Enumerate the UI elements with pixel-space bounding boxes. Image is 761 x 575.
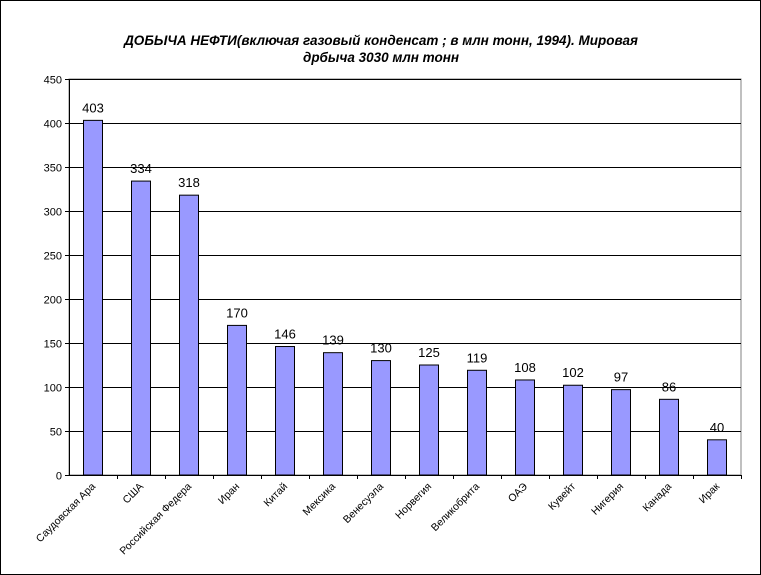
bar [611,389,631,476]
y-tick-label: 150 [44,339,62,351]
data-label: 119 [467,350,488,365]
bar [323,352,343,476]
data-label: 318 [178,175,200,190]
y-tick-label: 50 [50,427,62,439]
data-label: 40 [710,420,724,435]
bar [563,384,583,476]
bar [707,439,727,476]
data-label: 139 [322,333,344,348]
category-label: Канада [640,481,674,515]
bar [419,364,439,476]
y-tick-label: 200 [44,295,62,307]
y-tick-label: 300 [44,207,62,219]
bar [371,360,391,476]
chart-title: ДОБЫЧА НЕФТИ(включая газовый конденсат ;… [61,32,701,66]
bar [659,398,679,476]
category-label: США [121,481,147,507]
bar [515,379,535,476]
data-label: 97 [614,370,628,385]
category-label: Иран [216,480,242,506]
bar [131,180,151,476]
y-tick-label: 350 [44,163,62,175]
y-tick-label: 0 [56,471,62,483]
data-label: 146 [274,327,296,342]
data-label: 108 [514,360,536,375]
y-tick-label: 400 [44,119,62,131]
bar [227,324,247,476]
category-label: ОАЭ [506,480,531,505]
category-label: Китай [262,481,291,510]
bar [275,346,295,476]
data-label: 102 [562,365,584,380]
category-label: Ирак [697,480,723,506]
bar [83,119,103,476]
category-label: Саудовская Ара [34,481,98,545]
category-label: Кувейт [546,481,578,513]
category-label: Мексика [301,481,339,519]
y-tick-label: 450 [44,75,62,87]
data-label: 86 [662,379,676,394]
category-label: Нигерия [589,481,626,518]
category-label: Норвегия [393,481,434,522]
chart-title-line-1: ДОБЫЧА НЕФТИ(включая газовый конденсат ;… [124,33,638,48]
bar [467,369,487,476]
data-label: 125 [418,345,440,360]
category-label: Великобрита [429,481,482,534]
y-tick-label: 100 [44,383,62,395]
data-label: 403 [82,100,104,115]
y-tick-label: 250 [44,251,62,263]
data-label: 130 [370,341,392,356]
data-label: 334 [130,161,152,176]
category-label: Венесуэла [341,481,386,526]
chart-title-line-2: дрбыча 3030 млн тонн [302,50,460,65]
plot-border [68,78,742,476]
bar [179,194,199,476]
data-label: 170 [226,305,248,320]
